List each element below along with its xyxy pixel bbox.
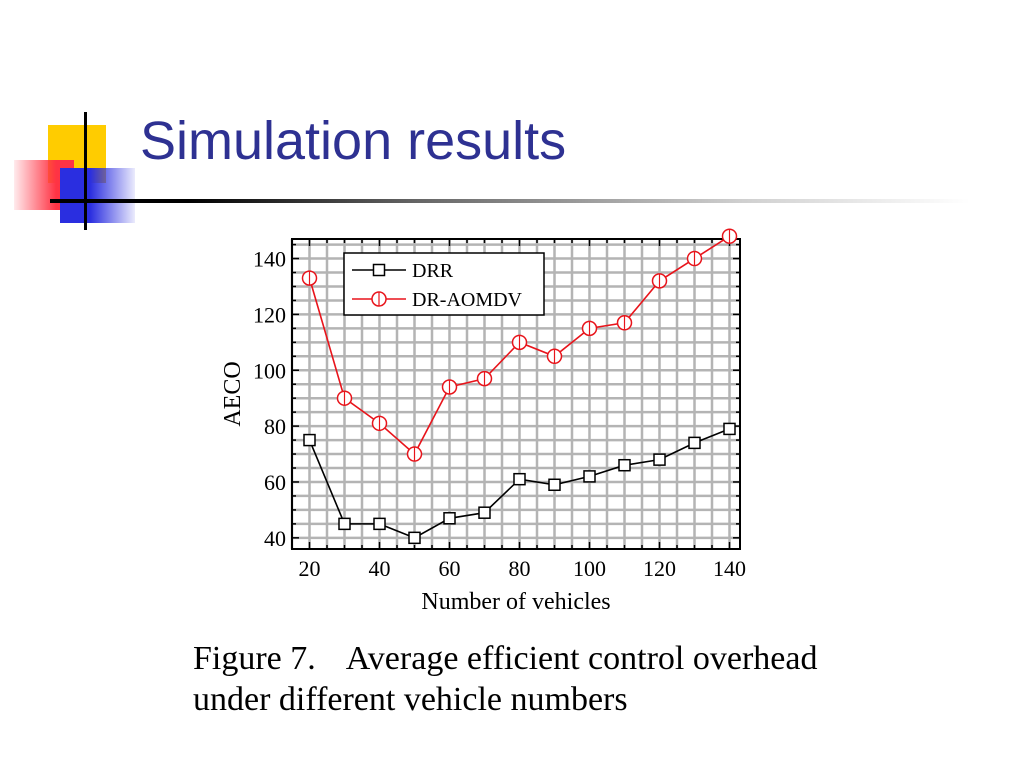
square-marker bbox=[373, 517, 386, 531]
square-marker bbox=[723, 422, 736, 436]
y-tick-label: 120 bbox=[253, 302, 286, 327]
figure-caption-label: Figure 7. bbox=[193, 640, 316, 677]
legend-label: DR-AOMDV bbox=[412, 289, 523, 311]
tick-layer: 20 40 60 80 100 120 140 40 60 80 100 120 140 bbox=[253, 239, 746, 581]
square-marker bbox=[513, 472, 526, 486]
y-tick-label: 80 bbox=[264, 414, 286, 439]
x-tick-label: 20 bbox=[299, 556, 321, 581]
page-title: Simulation results bbox=[140, 111, 567, 171]
legend: DRR DR-AOMDV bbox=[343, 252, 545, 316]
x-tick-label: 100 bbox=[573, 556, 606, 581]
square-marker bbox=[408, 531, 421, 545]
square-marker bbox=[338, 517, 351, 531]
square-marker bbox=[443, 512, 456, 525]
x-axis-label: Number of vehicles bbox=[421, 589, 610, 615]
y-tick-label: 100 bbox=[253, 358, 286, 383]
square-marker bbox=[372, 263, 386, 277]
decor-vertical-line bbox=[84, 112, 87, 230]
decor-blue-square bbox=[60, 168, 135, 223]
figure-caption-text: Average efficient control overhead under… bbox=[193, 640, 818, 718]
square-marker bbox=[688, 436, 701, 450]
square-marker bbox=[618, 458, 631, 472]
legend-label: DRR bbox=[412, 260, 454, 282]
figure-caption: Figure 7. Average efficient control overh… bbox=[193, 638, 833, 720]
square-marker bbox=[303, 433, 316, 447]
x-tick-label: 60 bbox=[439, 556, 461, 581]
chart-svg: 20 40 60 80 100 120 140 40 60 80 100 120 140 DRR DR-A… bbox=[220, 228, 746, 615]
x-tick-label: 40 bbox=[369, 556, 391, 581]
x-tick-label: 80 bbox=[509, 556, 531, 581]
line-chart: 20 40 60 80 100 120 140 40 60 80 100 120 140 DRR DR-A… bbox=[210, 225, 770, 620]
y-axis-label: AECO bbox=[220, 361, 246, 426]
y-tick-label: 140 bbox=[253, 247, 286, 272]
plot-frame bbox=[291, 238, 741, 550]
x-tick-label: 120 bbox=[643, 556, 676, 581]
series-layer bbox=[301, 228, 738, 545]
square-marker bbox=[583, 470, 596, 483]
x-tick-label: 140 bbox=[713, 556, 746, 581]
y-tick-label: 60 bbox=[264, 470, 286, 495]
square-marker bbox=[653, 453, 666, 466]
square-marker bbox=[548, 478, 561, 492]
series-dr-aomdv bbox=[301, 228, 738, 462]
series-drr bbox=[303, 422, 736, 545]
square-marker bbox=[478, 506, 491, 519]
title-underline bbox=[50, 199, 970, 203]
y-tick-label: 40 bbox=[264, 526, 286, 551]
